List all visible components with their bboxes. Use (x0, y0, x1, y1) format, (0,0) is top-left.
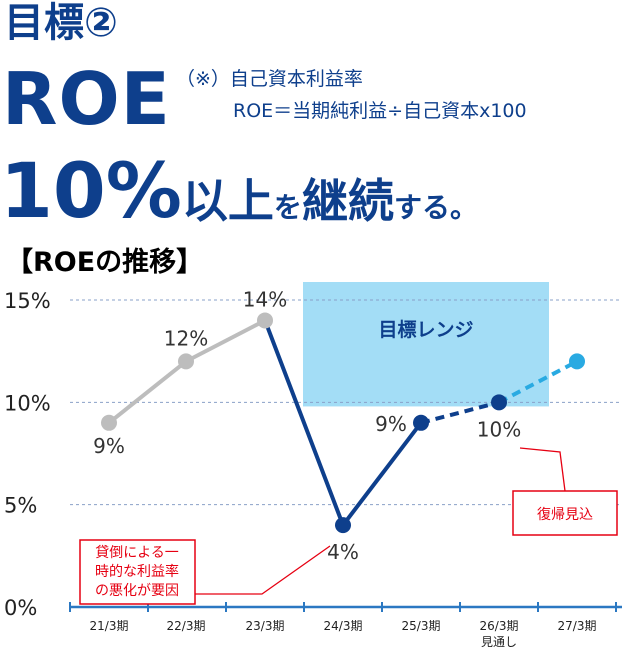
target-above: 以上 (181, 174, 274, 228)
callout-text-1: 時的な利益率 (95, 563, 179, 580)
target-range-band (303, 282, 549, 407)
y-tick-label: 0% (4, 596, 37, 620)
target-continue: 継続 (301, 174, 394, 228)
callout-box-1 (79, 539, 196, 605)
target-value: 10% (0, 146, 182, 235)
callout-text-2: 復帰見込 (537, 506, 593, 523)
series-line-navy-dashed (420, 400, 500, 425)
definition-line-2: ROE＝当期純利益÷自己資本x100 (233, 100, 527, 122)
callout-text-1: 貸倒による一 (95, 545, 179, 561)
y-tick-label: 10% (4, 391, 51, 415)
chart-heading: 【ROEの推移】 (6, 247, 204, 278)
target-range-label: 目標レンジ (378, 318, 473, 341)
x-tick-label: 23/3期 (246, 619, 285, 633)
definition-line-1: （※）自己資本利益率 (176, 68, 363, 90)
data-label: 9% (375, 412, 407, 436)
callout-leader-1 (195, 545, 331, 595)
data-label: 14% (243, 287, 287, 311)
x-tick-label: 24/3期 (324, 619, 363, 633)
x-tick-label: 27/3期 (558, 619, 597, 633)
y-tick-label: 15% (4, 289, 51, 313)
x-tick-label: 22/3期 (167, 619, 206, 633)
data-point (569, 353, 585, 370)
page-heading: 目標② (4, 0, 118, 46)
x-tick-label: 26/3期 (480, 619, 519, 633)
x-tick-label: 21/3期 (90, 619, 129, 633)
target-statement: 10%以上を継続する。 (0, 148, 478, 255)
data-point (257, 312, 273, 329)
data-point (413, 414, 429, 431)
target-suffix: する。 (393, 191, 478, 224)
x-tick-label: 25/3期 (402, 619, 441, 633)
data-label: 12% (164, 326, 208, 350)
data-label: 10% (477, 417, 521, 441)
data-label: 4% (327, 540, 359, 564)
data-point (178, 353, 194, 370)
data-point (335, 517, 351, 534)
target-particle: を (273, 191, 302, 224)
data-point (491, 394, 507, 411)
callout-text-1: の悪化が要因 (95, 583, 179, 599)
data-point (101, 414, 117, 431)
data-label: 9% (93, 434, 125, 458)
metric-title: ROE (2, 57, 171, 141)
callout-leader-2 (519, 447, 566, 492)
callout-box-2 (512, 490, 618, 536)
y-tick-label: 5% (4, 494, 37, 518)
x-tick-sublabel: 見通し (481, 635, 517, 649)
